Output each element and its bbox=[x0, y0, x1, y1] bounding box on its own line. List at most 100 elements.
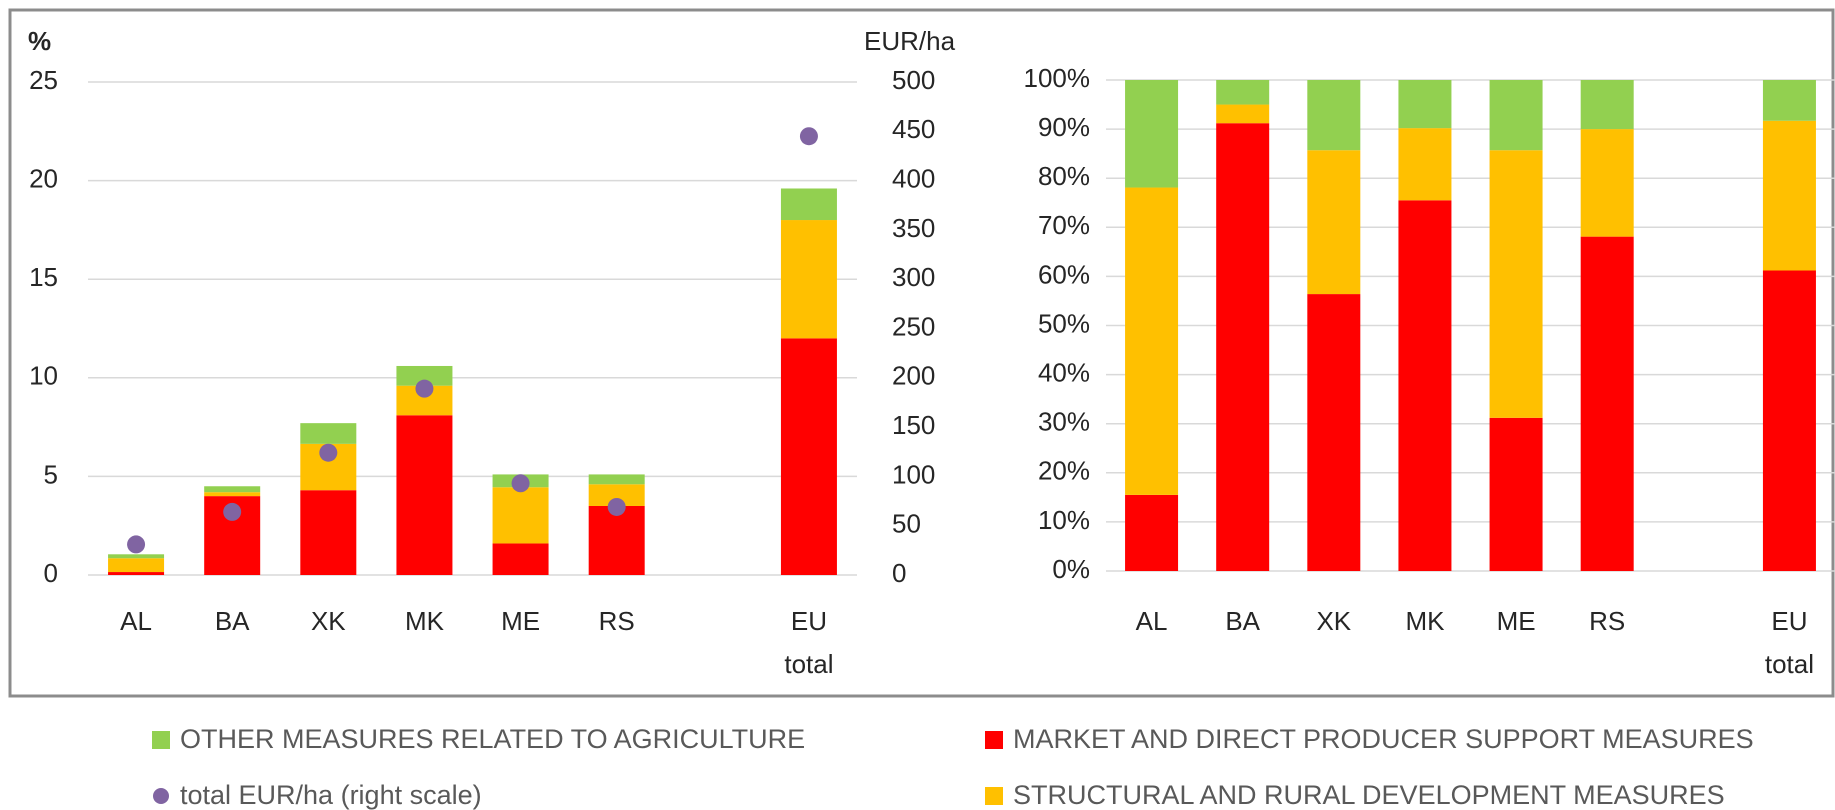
bar-segment bbox=[780, 220, 837, 339]
bar-segment bbox=[108, 558, 165, 573]
bar-segment bbox=[588, 474, 645, 485]
legend-label: STRUCTURAL AND RURAL DEVELOPMENT MEASURE… bbox=[1013, 780, 1725, 810]
y2-tick-label: 150 bbox=[892, 410, 935, 440]
x-tick-label: XK bbox=[1316, 606, 1352, 636]
x-tick-label: EU total bbox=[1764, 606, 1815, 679]
bar-segment bbox=[108, 554, 165, 559]
x-tick-label: BA bbox=[214, 606, 250, 636]
y2-tick-label: 500 bbox=[892, 65, 935, 95]
y-tick-label: 0% bbox=[1052, 554, 1090, 584]
y-tick-label: 20 bbox=[29, 163, 58, 193]
bar-segment bbox=[492, 487, 549, 544]
bar-segment bbox=[204, 486, 261, 493]
y-tick-label: 80% bbox=[1038, 161, 1090, 191]
scatter-point bbox=[607, 497, 626, 516]
y-axis-label: % bbox=[28, 26, 51, 56]
x-tick-label: AL bbox=[120, 606, 152, 636]
y2-tick-label: 100 bbox=[892, 459, 935, 489]
y2-tick-label: 400 bbox=[892, 163, 935, 193]
bar-segment bbox=[396, 365, 453, 386]
x-tick-label: AL bbox=[1135, 606, 1168, 636]
y-tick-label: 20% bbox=[1038, 456, 1090, 486]
y-tick-label: 40% bbox=[1038, 357, 1090, 387]
scatter-point bbox=[319, 443, 338, 462]
legend-marker bbox=[985, 731, 1003, 749]
y-tick-label: 10% bbox=[1038, 505, 1090, 535]
bar-segment bbox=[1216, 80, 1270, 105]
bar-segment bbox=[1125, 187, 1179, 495]
bar-segment bbox=[1216, 104, 1270, 124]
bar-segment bbox=[1398, 80, 1452, 129]
y2-axis-label: EUR/ha bbox=[864, 26, 956, 56]
y-tick-label: 50% bbox=[1038, 308, 1090, 338]
y-tick-label: 25 bbox=[29, 65, 58, 95]
y2-tick-label: 350 bbox=[892, 213, 935, 243]
y-tick-label: 100% bbox=[1024, 63, 1091, 93]
bar-segment bbox=[1125, 80, 1179, 188]
frame bbox=[8, 8, 1835, 698]
y-tick-label: 90% bbox=[1038, 112, 1090, 142]
bar-segment bbox=[1489, 150, 1543, 418]
scatter-point bbox=[415, 379, 434, 398]
y2-tick-label: 450 bbox=[892, 114, 935, 144]
bar-segment bbox=[300, 423, 357, 444]
bar-segment bbox=[108, 572, 165, 575]
scatter-point bbox=[511, 474, 530, 493]
legend-label: MARKET AND DIRECT PRODUCER SUPPORT MEASU… bbox=[1013, 724, 1754, 754]
y-tick-label: 70% bbox=[1038, 210, 1090, 240]
legend-marker bbox=[985, 787, 1003, 805]
bar-segment bbox=[1580, 129, 1634, 237]
bar-segment bbox=[300, 490, 357, 575]
bar-segment bbox=[396, 415, 453, 575]
x-tick-label: RS bbox=[1589, 606, 1626, 636]
bar-segment bbox=[1398, 128, 1452, 201]
scatter-point bbox=[223, 502, 242, 521]
x-tick-label: RS bbox=[598, 606, 635, 636]
legend-marker bbox=[152, 731, 170, 749]
x-tick-label: MK bbox=[404, 606, 444, 636]
bar-segment bbox=[780, 338, 837, 575]
legend-marker bbox=[153, 788, 169, 804]
y-tick-label: 30% bbox=[1038, 407, 1090, 437]
y2-tick-label: 300 bbox=[892, 262, 935, 292]
bar-segment bbox=[1762, 80, 1816, 121]
y-tick-label: 15 bbox=[29, 262, 58, 292]
legend-label: total EUR/ha (right scale) bbox=[180, 780, 482, 810]
y2-tick-label: 250 bbox=[892, 311, 935, 341]
bar-segment bbox=[492, 543, 549, 575]
bar-segment bbox=[1762, 120, 1816, 271]
bar-segment bbox=[588, 505, 645, 575]
y2-tick-label: 0 bbox=[892, 558, 906, 588]
y-tick-label: 60% bbox=[1038, 259, 1090, 289]
bar-segment bbox=[204, 492, 261, 497]
y-tick-label: 5 bbox=[44, 459, 58, 489]
legend-label: OTHER MEASURES RELATED TO AGRICULTURE bbox=[180, 724, 806, 754]
bar-segment bbox=[1580, 236, 1634, 571]
y2-tick-label: 50 bbox=[892, 509, 921, 539]
y-tick-label: 0 bbox=[44, 558, 58, 588]
x-tick-label: EU total bbox=[784, 606, 834, 679]
bar-segment bbox=[1489, 417, 1543, 571]
bar-segment bbox=[1489, 80, 1543, 151]
scatter-point bbox=[799, 127, 818, 146]
x-tick-label: XK bbox=[310, 606, 346, 636]
bar-segment bbox=[588, 484, 645, 506]
y-tick-label: 10 bbox=[29, 361, 58, 391]
y2-tick-label: 200 bbox=[892, 361, 935, 391]
bar-segment bbox=[1307, 80, 1361, 151]
bar-segment bbox=[1216, 123, 1270, 571]
bar-segment bbox=[1398, 200, 1452, 572]
bar-segment bbox=[1125, 494, 1179, 571]
x-tick-label: MK bbox=[1405, 606, 1445, 636]
x-tick-label: ME bbox=[501, 606, 541, 636]
bar-segment bbox=[1307, 294, 1361, 571]
x-tick-label: BA bbox=[1225, 606, 1261, 636]
bar-segment bbox=[1307, 150, 1361, 295]
bar-segment bbox=[1762, 270, 1816, 571]
scatter-point bbox=[127, 535, 146, 554]
bar-segment bbox=[780, 188, 837, 221]
bar-segment bbox=[1580, 80, 1634, 130]
x-tick-label: ME bbox=[1496, 606, 1536, 636]
